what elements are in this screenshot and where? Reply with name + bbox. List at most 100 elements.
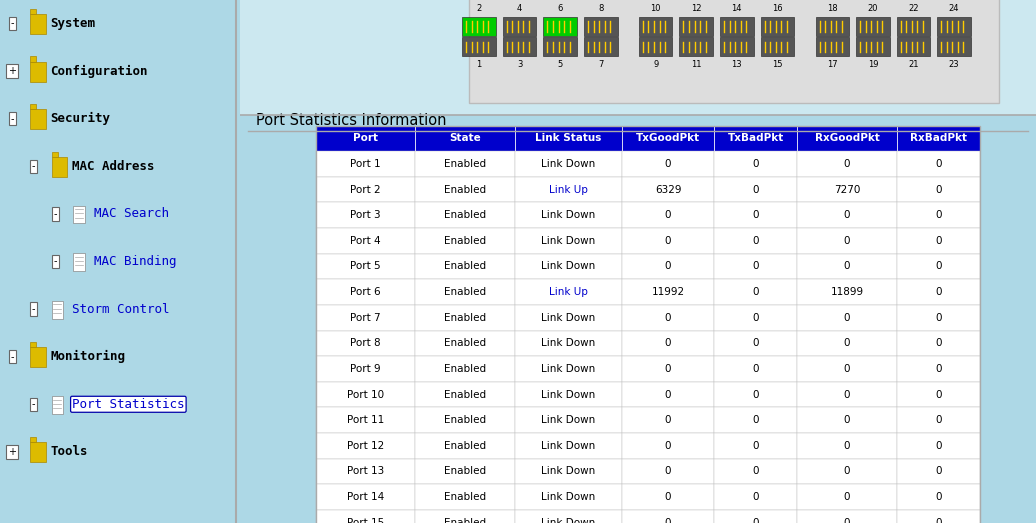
Text: 4: 4	[517, 4, 522, 13]
Bar	[897, 228, 980, 254]
Text: 0: 0	[752, 338, 758, 348]
Text: 0: 0	[752, 518, 758, 523]
Text: Link Down: Link Down	[542, 159, 596, 169]
Text: Enabled: Enabled	[444, 364, 486, 374]
Text: 0: 0	[665, 210, 671, 220]
Text: 14: 14	[731, 4, 742, 13]
Bar	[30, 109, 46, 129]
Text: 16: 16	[772, 4, 783, 13]
Text: Port 5: Port 5	[350, 262, 381, 271]
Bar	[240, 0, 1036, 115]
Bar	[623, 433, 714, 459]
Bar	[316, 151, 415, 177]
Bar	[798, 202, 897, 228]
Text: 0: 0	[843, 415, 851, 425]
Bar	[515, 459, 623, 484]
Text: Port 4: Port 4	[350, 236, 381, 246]
Text: Link Down: Link Down	[542, 415, 596, 425]
Bar	[415, 305, 515, 331]
Text: Port 13: Port 13	[347, 467, 384, 476]
Bar	[316, 254, 415, 279]
Bar	[623, 382, 714, 407]
Bar	[415, 228, 515, 254]
Bar	[897, 37, 930, 56]
Text: Enabled: Enabled	[444, 185, 486, 195]
Bar	[798, 484, 897, 510]
Text: 13: 13	[731, 61, 742, 70]
Bar	[515, 331, 623, 356]
Bar	[584, 37, 617, 56]
Text: 0: 0	[843, 236, 851, 246]
Text: 0: 0	[936, 159, 942, 169]
Text: 2: 2	[477, 4, 482, 13]
Text: Monitoring: Monitoring	[51, 350, 125, 363]
Text: 9: 9	[653, 61, 658, 70]
Text: 0: 0	[665, 364, 671, 374]
Text: Link Down: Link Down	[542, 236, 596, 246]
Text: 0: 0	[752, 441, 758, 451]
Text: 5: 5	[557, 61, 563, 70]
Bar	[623, 484, 714, 510]
Bar	[798, 382, 897, 407]
Bar	[897, 279, 980, 305]
Text: 0: 0	[843, 262, 851, 271]
Bar	[415, 254, 515, 279]
Bar	[415, 356, 515, 382]
Text: 0: 0	[665, 159, 671, 169]
Text: 0: 0	[936, 338, 942, 348]
Bar	[623, 228, 714, 254]
Bar	[798, 459, 897, 484]
Text: 0: 0	[936, 415, 942, 425]
Text: 0: 0	[752, 185, 758, 195]
Bar	[798, 305, 897, 331]
Bar	[897, 151, 980, 177]
Text: -: -	[10, 18, 13, 29]
Bar	[584, 17, 617, 36]
Bar	[897, 17, 930, 36]
Bar	[515, 382, 623, 407]
Text: 0: 0	[665, 313, 671, 323]
Text: 8: 8	[598, 4, 603, 13]
Bar	[623, 356, 714, 382]
Text: Port: Port	[353, 133, 378, 143]
Text: Link Down: Link Down	[542, 262, 596, 271]
Bar	[30, 56, 36, 62]
Text: Link Status: Link Status	[536, 133, 602, 143]
Bar	[415, 126, 515, 151]
Bar	[639, 37, 672, 56]
Bar	[680, 17, 713, 36]
Bar	[798, 151, 897, 177]
Text: 0: 0	[936, 390, 942, 400]
Text: 0: 0	[665, 518, 671, 523]
Text: 0: 0	[843, 338, 851, 348]
Text: 0: 0	[752, 236, 758, 246]
Text: 0: 0	[936, 492, 942, 502]
Text: 0: 0	[936, 287, 942, 297]
Text: Link Up: Link Up	[549, 287, 588, 297]
Bar	[316, 510, 415, 523]
Text: Enabled: Enabled	[444, 415, 486, 425]
Bar	[30, 347, 46, 367]
Bar	[415, 279, 515, 305]
Bar	[316, 177, 415, 202]
Bar	[897, 305, 980, 331]
Text: 0: 0	[936, 313, 942, 323]
Bar	[623, 305, 714, 331]
Text: 19: 19	[867, 61, 879, 70]
Text: 0: 0	[936, 262, 942, 271]
Bar	[316, 279, 415, 305]
Bar	[714, 126, 798, 151]
Text: 11992: 11992	[652, 287, 685, 297]
Text: Link Down: Link Down	[542, 210, 596, 220]
Bar	[316, 305, 415, 331]
Bar	[714, 484, 798, 510]
Bar	[798, 177, 897, 202]
Text: Security: Security	[51, 112, 111, 126]
Text: Enabled: Enabled	[444, 159, 486, 169]
Text: 0: 0	[752, 492, 758, 502]
Bar	[415, 151, 515, 177]
Bar	[897, 433, 980, 459]
Bar	[316, 331, 415, 356]
Text: 24: 24	[949, 4, 959, 13]
Text: 10: 10	[651, 4, 661, 13]
